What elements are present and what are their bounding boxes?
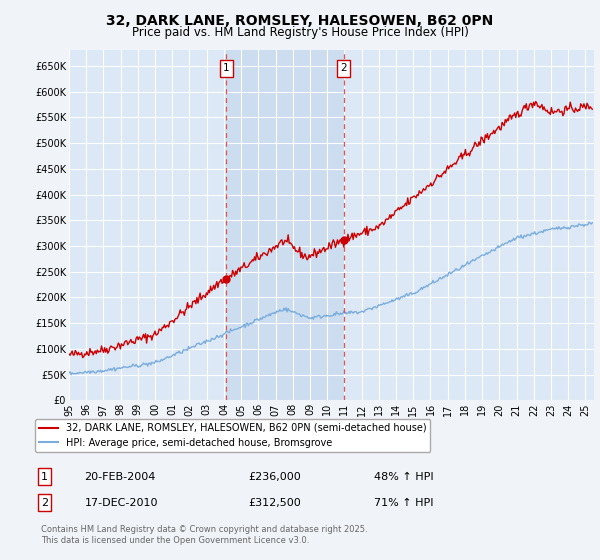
- Bar: [226, 50, 344, 400]
- Text: 2: 2: [41, 498, 48, 507]
- Text: Price paid vs. HM Land Registry's House Price Index (HPI): Price paid vs. HM Land Registry's House …: [131, 26, 469, 39]
- Text: Contains HM Land Registry data © Crown copyright and database right 2025.
This d: Contains HM Land Registry data © Crown c…: [41, 525, 368, 545]
- Text: £312,500: £312,500: [248, 498, 301, 507]
- Text: 17-DEC-2010: 17-DEC-2010: [85, 498, 158, 507]
- Text: 48% ↑ HPI: 48% ↑ HPI: [374, 472, 434, 482]
- Text: 1: 1: [223, 63, 229, 73]
- Text: 71% ↑ HPI: 71% ↑ HPI: [374, 498, 433, 507]
- Text: 2: 2: [340, 63, 347, 73]
- Text: 20-FEB-2004: 20-FEB-2004: [85, 472, 156, 482]
- Text: 1: 1: [41, 472, 48, 482]
- Text: £236,000: £236,000: [248, 472, 301, 482]
- Text: 32, DARK LANE, ROMSLEY, HALESOWEN, B62 0PN: 32, DARK LANE, ROMSLEY, HALESOWEN, B62 0…: [106, 14, 494, 28]
- Legend: 32, DARK LANE, ROMSLEY, HALESOWEN, B62 0PN (semi-detached house), HPI: Average p: 32, DARK LANE, ROMSLEY, HALESOWEN, B62 0…: [35, 419, 430, 452]
